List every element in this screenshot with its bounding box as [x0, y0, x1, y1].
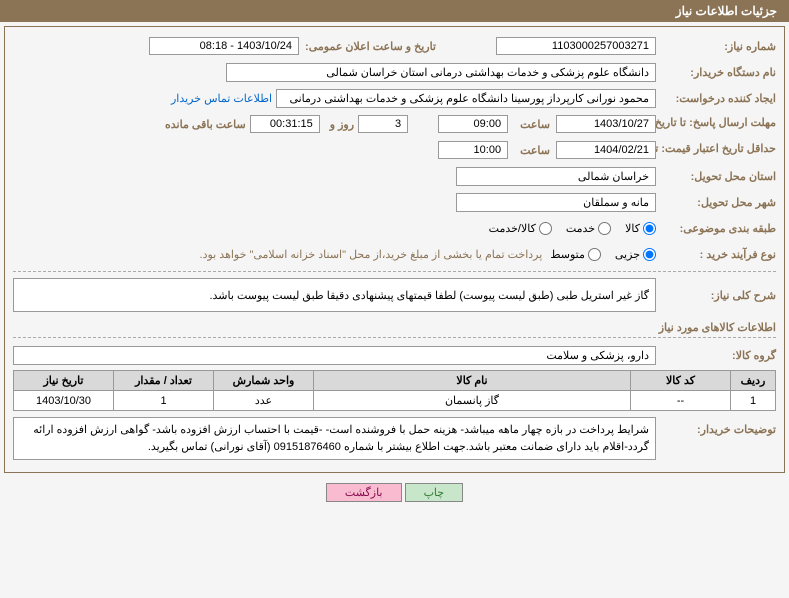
radio-medium-label: متوسط	[550, 248, 585, 261]
category-label: طبقه بندی موضوعی:	[656, 222, 776, 235]
city-label: شهر محل تحویل:	[656, 196, 776, 209]
items-table: ردیف کد کالا نام کالا واحد شمارش تعداد /…	[13, 370, 776, 411]
remaining-label: ساعت باقی مانده	[159, 118, 246, 131]
buyer-org-label: نام دستگاه خریدار:	[656, 66, 776, 79]
th-row: ردیف	[731, 371, 776, 391]
items-section-title: اطلاعات کالاهای مورد نیاز	[13, 318, 776, 338]
panel-title: جزئیات اطلاعات نیاز	[0, 0, 789, 22]
th-code: کد کالا	[631, 371, 731, 391]
buyer-notes-label: توضیحات خریدار:	[656, 417, 776, 436]
remaining-time: 00:31:15	[250, 115, 320, 133]
main-panel: شماره نیاز: 1103000257003271 تاریخ و ساع…	[4, 26, 785, 473]
price-valid-label: حداقل تاریخ اعتبار قیمت: تا تاریخ:	[656, 143, 776, 156]
radio-service-input[interactable]	[598, 222, 611, 235]
price-valid-hour: 10:00	[438, 141, 508, 159]
payment-note: پرداخت تمام یا بخشی از مبلغ خرید،از محل …	[200, 248, 543, 261]
hour-label-2: ساعت	[514, 144, 550, 157]
radio-medium[interactable]: متوسط	[550, 248, 601, 261]
th-date: تاریخ نیاز	[14, 371, 114, 391]
cell-date: 1403/10/30	[14, 391, 114, 411]
radio-goods-label: کالا	[625, 222, 640, 235]
cell-name: گاز پانسمان	[314, 391, 631, 411]
requester-label: ایجاد کننده درخواست:	[656, 92, 776, 105]
radio-both[interactable]: کالا/خدمت	[489, 222, 552, 235]
radio-service-label: خدمت	[566, 222, 595, 235]
radio-partial[interactable]: جزیی	[615, 248, 656, 261]
radio-partial-label: جزیی	[615, 248, 640, 261]
province-value: خراسان شمالی	[456, 167, 656, 186]
announce-label: تاریخ و ساعت اعلان عمومی:	[299, 40, 436, 53]
cell-code: --	[631, 391, 731, 411]
hour-label-1: ساعت	[514, 118, 550, 131]
table-row: 1 -- گاز پانسمان عدد 1 1403/10/30	[14, 391, 776, 411]
desc-value: گاز غیر استریل طبی (طبق لیست پیوست) لطفا…	[13, 278, 656, 312]
days-and-label: روز و	[324, 118, 354, 131]
announce-value: 1403/10/24 - 08:18	[149, 37, 299, 55]
th-unit: واحد شمارش	[214, 371, 314, 391]
need-no-label: شماره نیاز:	[656, 40, 776, 53]
desc-label: شرح کلی نیاز:	[656, 289, 776, 302]
radio-service[interactable]: خدمت	[566, 222, 611, 235]
cell-qty: 1	[114, 391, 214, 411]
buyer-org-value: دانشگاه علوم پزشکی و خدمات بهداشتی درمان…	[226, 63, 656, 82]
buyer-contact-link[interactable]: اطلاعات تماس خریدار	[171, 92, 272, 105]
cell-unit: عدد	[214, 391, 314, 411]
radio-medium-input[interactable]	[588, 248, 601, 261]
radio-goods-input[interactable]	[643, 222, 656, 235]
resp-date: 1403/10/27	[556, 115, 656, 133]
price-valid-date: 1404/02/21	[556, 141, 656, 159]
button-row: چاپ بازگشت	[0, 483, 789, 502]
print-button[interactable]: چاپ	[405, 483, 464, 502]
radio-both-input[interactable]	[539, 222, 552, 235]
radio-both-label: کالا/خدمت	[489, 222, 536, 235]
city-value: مانه و سملقان	[456, 193, 656, 212]
province-label: استان محل تحویل:	[656, 170, 776, 183]
category-radio-group: کالا خدمت کالا/خدمت	[489, 222, 656, 235]
back-button[interactable]: بازگشت	[326, 483, 402, 502]
requester-value: محمود نورانی کارپرداز پورسینا دانشگاه عل…	[276, 89, 656, 108]
need-no-value: 1103000257003271	[496, 37, 656, 55]
process-radio-group: جزیی متوسط	[550, 248, 656, 261]
resp-deadline-label: مهلت ارسال پاسخ: تا تاریخ:	[656, 117, 776, 130]
days-value: 3	[358, 115, 408, 133]
cell-row: 1	[731, 391, 776, 411]
resp-hour: 09:00	[438, 115, 508, 133]
group-label: گروه کالا:	[656, 349, 776, 362]
th-name: نام کالا	[314, 371, 631, 391]
buyer-notes-value: شرایط پرداخت در بازه چهار ماهه میباشد- ه…	[13, 417, 656, 460]
radio-goods[interactable]: کالا	[625, 222, 656, 235]
radio-partial-input[interactable]	[643, 248, 656, 261]
th-qty: تعداد / مقدار	[114, 371, 214, 391]
process-label: نوع فرآیند خرید :	[656, 248, 776, 261]
group-value: دارو، پزشکی و سلامت	[13, 346, 656, 365]
